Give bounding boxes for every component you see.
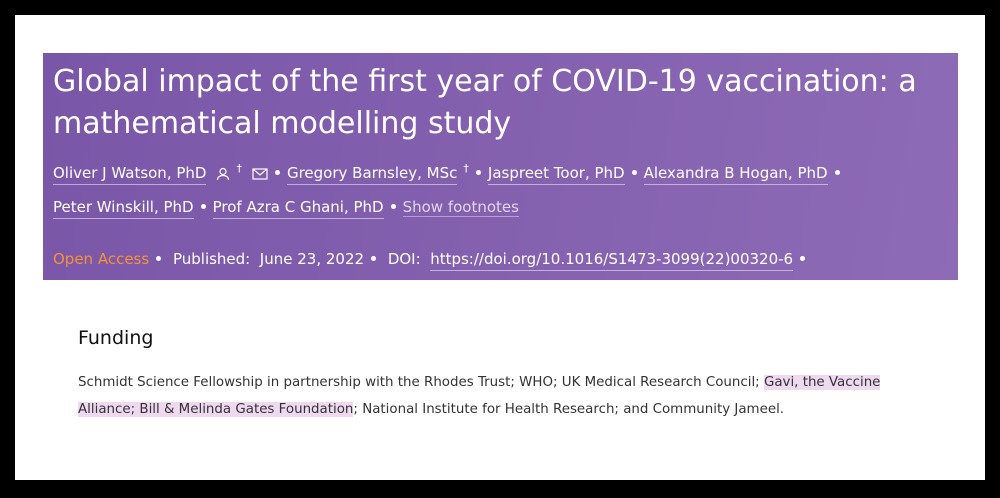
- separator: [631, 170, 637, 175]
- author-name[interactable]: Peter Winskill, PhD: [53, 198, 194, 219]
- open-access[interactable]: Open Access: [53, 250, 150, 268]
- affiliation-mark: †: [463, 162, 469, 175]
- text: Schmidt Science Fellowship in partnershi…: [78, 375, 764, 390]
- article-header: Global impact of the first year of COVID…: [43, 53, 958, 280]
- separator: [200, 204, 206, 209]
- doi-label: DOI:: [387, 250, 421, 268]
- separator: [371, 256, 377, 261]
- email-icon[interactable]: [252, 167, 268, 180]
- separator: [156, 256, 162, 261]
- author-name[interactable]: Jaspreet Toor, PhD: [487, 164, 625, 185]
- separator: [800, 256, 806, 261]
- separator: [834, 170, 840, 175]
- funding-text: Schmidt Science Fellowship in partnershi…: [78, 369, 938, 423]
- funding-heading: Funding: [78, 327, 154, 349]
- author-name[interactable]: Alexandra B Hogan, PhD: [643, 164, 828, 185]
- title: Global impact of the first year of COVID…: [53, 64, 917, 141]
- show-footnotes[interactable]: Show footnotes: [402, 198, 519, 217]
- authors: Oliver J Watson, PhD † Gregory Barnsley, M…: [53, 159, 948, 219]
- separator: [475, 170, 481, 175]
- text: ; National Institute for Health Research…: [353, 402, 785, 417]
- separator: [274, 170, 280, 175]
- meta: Open Access Published: June 23, 2022 DOI…: [53, 249, 948, 271]
- published-date: June 23, 2022: [259, 250, 365, 268]
- profile-icon[interactable]: [216, 167, 230, 181]
- author-name[interactable]: Gregory Barnsley, MSc: [286, 164, 458, 185]
- doi-link[interactable]: https://doi.org/10.1016/S1473-3099(22)00…: [430, 250, 794, 271]
- affiliation-mark: †: [236, 162, 242, 175]
- frame: Global impact of the first year of COVID…: [15, 15, 985, 480]
- separator: [390, 204, 396, 209]
- author-name[interactable]: Prof Azra C Ghani, PhD: [212, 198, 384, 219]
- author-row: Oliver J Watson, PhD † Gregory Barnsley, M…: [53, 159, 948, 185]
- funding: Funding Schmidt Science Fellowship in pa…: [78, 327, 938, 423]
- published-label: Published:: [172, 250, 251, 268]
- author-name[interactable]: Oliver J Watson, PhD: [53, 164, 207, 185]
- author-row: Peter Winskill, PhD Prof Azra C Ghani, Ph…: [53, 197, 948, 219]
